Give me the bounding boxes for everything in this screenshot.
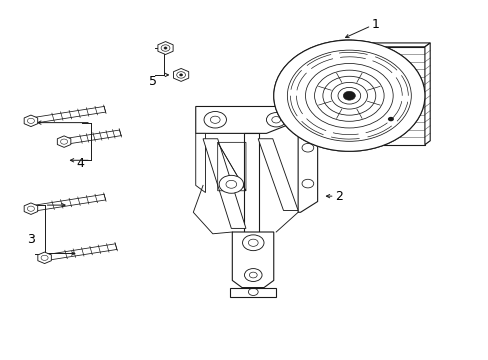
Polygon shape (336, 40, 354, 47)
Text: 2: 2 (334, 190, 342, 203)
Polygon shape (195, 134, 205, 193)
Circle shape (203, 112, 226, 128)
Circle shape (163, 47, 167, 49)
Polygon shape (298, 121, 317, 212)
Polygon shape (258, 139, 298, 211)
Ellipse shape (273, 40, 424, 151)
Circle shape (343, 91, 355, 100)
Circle shape (242, 235, 264, 251)
Circle shape (387, 117, 393, 121)
Polygon shape (24, 115, 38, 127)
Text: 1: 1 (370, 18, 378, 31)
Polygon shape (57, 136, 71, 147)
Circle shape (244, 269, 262, 282)
Circle shape (219, 175, 243, 193)
Polygon shape (203, 139, 245, 228)
Circle shape (302, 179, 313, 188)
Circle shape (179, 74, 183, 76)
Polygon shape (173, 68, 188, 81)
Text: 3: 3 (27, 233, 35, 246)
Polygon shape (424, 43, 429, 145)
Polygon shape (356, 47, 424, 145)
Ellipse shape (273, 40, 424, 151)
Circle shape (343, 91, 355, 100)
Text: 4: 4 (76, 157, 84, 170)
Polygon shape (229, 288, 276, 297)
Circle shape (287, 50, 410, 141)
Polygon shape (158, 41, 173, 54)
Circle shape (302, 143, 313, 152)
Polygon shape (24, 203, 38, 215)
Polygon shape (232, 232, 273, 288)
Polygon shape (38, 252, 51, 264)
Polygon shape (356, 43, 429, 47)
Circle shape (266, 113, 285, 127)
Text: 5: 5 (149, 75, 157, 88)
Polygon shape (195, 107, 298, 134)
Polygon shape (244, 134, 259, 273)
